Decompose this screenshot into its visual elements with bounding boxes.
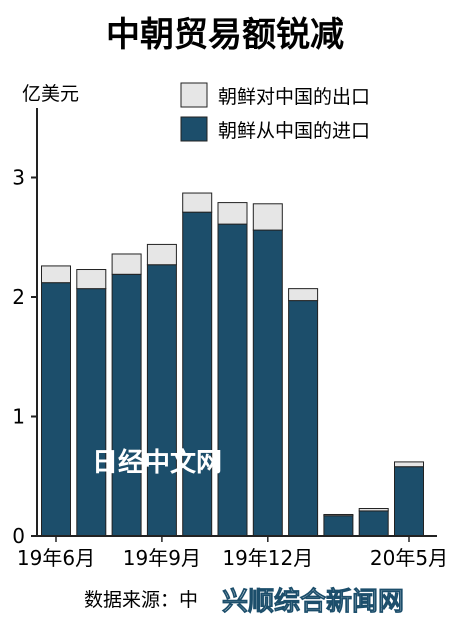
- bar-import: [146, 264, 177, 537]
- bar-export: [288, 288, 319, 302]
- source-note: 数据来源：中: [84, 589, 198, 611]
- x-tick-label: 19年9月: [123, 546, 201, 570]
- legend-label-export: 朝鲜对中国的出口: [218, 86, 370, 108]
- bar-import: [252, 229, 283, 537]
- bar-export: [146, 243, 177, 266]
- bar-export: [111, 253, 142, 275]
- y-axis-unit: 亿美元: [22, 83, 79, 105]
- watermark-site: 兴顺综合新闻网: [222, 586, 404, 617]
- legend-label-import: 朝鲜从中国的进口: [218, 120, 370, 142]
- bar-import: [288, 300, 319, 537]
- legend-swatch-export: [180, 82, 208, 108]
- x-axis: 19年6月 19年9月 19年12月 20年5月: [17, 536, 448, 570]
- bar-export: [182, 192, 213, 213]
- y-tick-label: 3: [12, 166, 25, 190]
- y-tick-label: 1: [12, 405, 25, 429]
- x-tick-label: 20年5月: [370, 546, 448, 570]
- bar-import: [323, 515, 354, 537]
- y-axis: 0 1 2 3: [12, 166, 37, 548]
- bar-export: [252, 203, 283, 231]
- bar-export: [217, 202, 248, 225]
- bars: [41, 192, 424, 537]
- bar-import: [358, 510, 389, 537]
- legend: 朝鲜对中国的出口 朝鲜从中国的进口: [180, 82, 370, 142]
- y-tick-label: 2: [12, 285, 25, 309]
- bar-import: [182, 211, 213, 537]
- bar-export: [323, 513, 354, 517]
- bar-import: [217, 223, 248, 537]
- x-tick-label: 19年12月: [222, 546, 313, 570]
- bar-export: [394, 461, 424, 468]
- y-tick-label: 0: [12, 524, 25, 548]
- legend-swatch-import: [180, 116, 208, 142]
- x-tick-label: 19年6月: [17, 546, 95, 570]
- bar-export: [358, 508, 389, 512]
- bar-export: [76, 269, 107, 290]
- bar-import: [394, 466, 424, 537]
- bar-import: [41, 282, 71, 537]
- bar-import: [111, 273, 142, 537]
- bar-export: [41, 265, 71, 284]
- chart-title: 中朝贸易额锐减: [106, 15, 344, 55]
- watermark-nikkei: 日经中文网: [92, 447, 222, 478]
- bar-import: [76, 288, 107, 537]
